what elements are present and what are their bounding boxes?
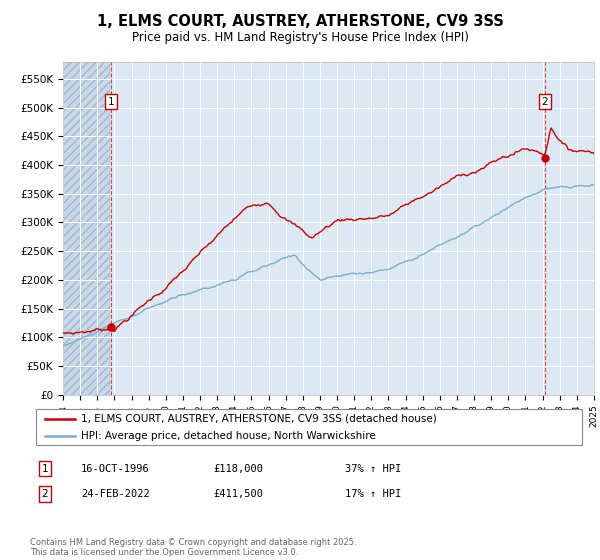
Text: 1, ELMS COURT, AUSTREY, ATHERSTONE, CV9 3SS (detached house): 1, ELMS COURT, AUSTREY, ATHERSTONE, CV9 … xyxy=(81,414,437,424)
Text: £411,500: £411,500 xyxy=(213,489,263,499)
Text: Price paid vs. HM Land Registry's House Price Index (HPI): Price paid vs. HM Land Registry's House … xyxy=(131,31,469,44)
Text: 2: 2 xyxy=(541,97,548,107)
Text: 37% ↑ HPI: 37% ↑ HPI xyxy=(345,464,401,474)
Text: 17% ↑ HPI: 17% ↑ HPI xyxy=(345,489,401,499)
Text: 1: 1 xyxy=(41,464,49,474)
Text: 24-FEB-2022: 24-FEB-2022 xyxy=(81,489,150,499)
Text: Contains HM Land Registry data © Crown copyright and database right 2025.
This d: Contains HM Land Registry data © Crown c… xyxy=(30,538,356,557)
Text: 1, ELMS COURT, AUSTREY, ATHERSTONE, CV9 3SS: 1, ELMS COURT, AUSTREY, ATHERSTONE, CV9 … xyxy=(97,14,503,29)
Text: 1: 1 xyxy=(107,97,114,107)
Text: 16-OCT-1996: 16-OCT-1996 xyxy=(81,464,150,474)
Text: HPI: Average price, detached house, North Warwickshire: HPI: Average price, detached house, Nort… xyxy=(81,431,376,441)
Text: £118,000: £118,000 xyxy=(213,464,263,474)
Text: 2: 2 xyxy=(41,489,49,499)
